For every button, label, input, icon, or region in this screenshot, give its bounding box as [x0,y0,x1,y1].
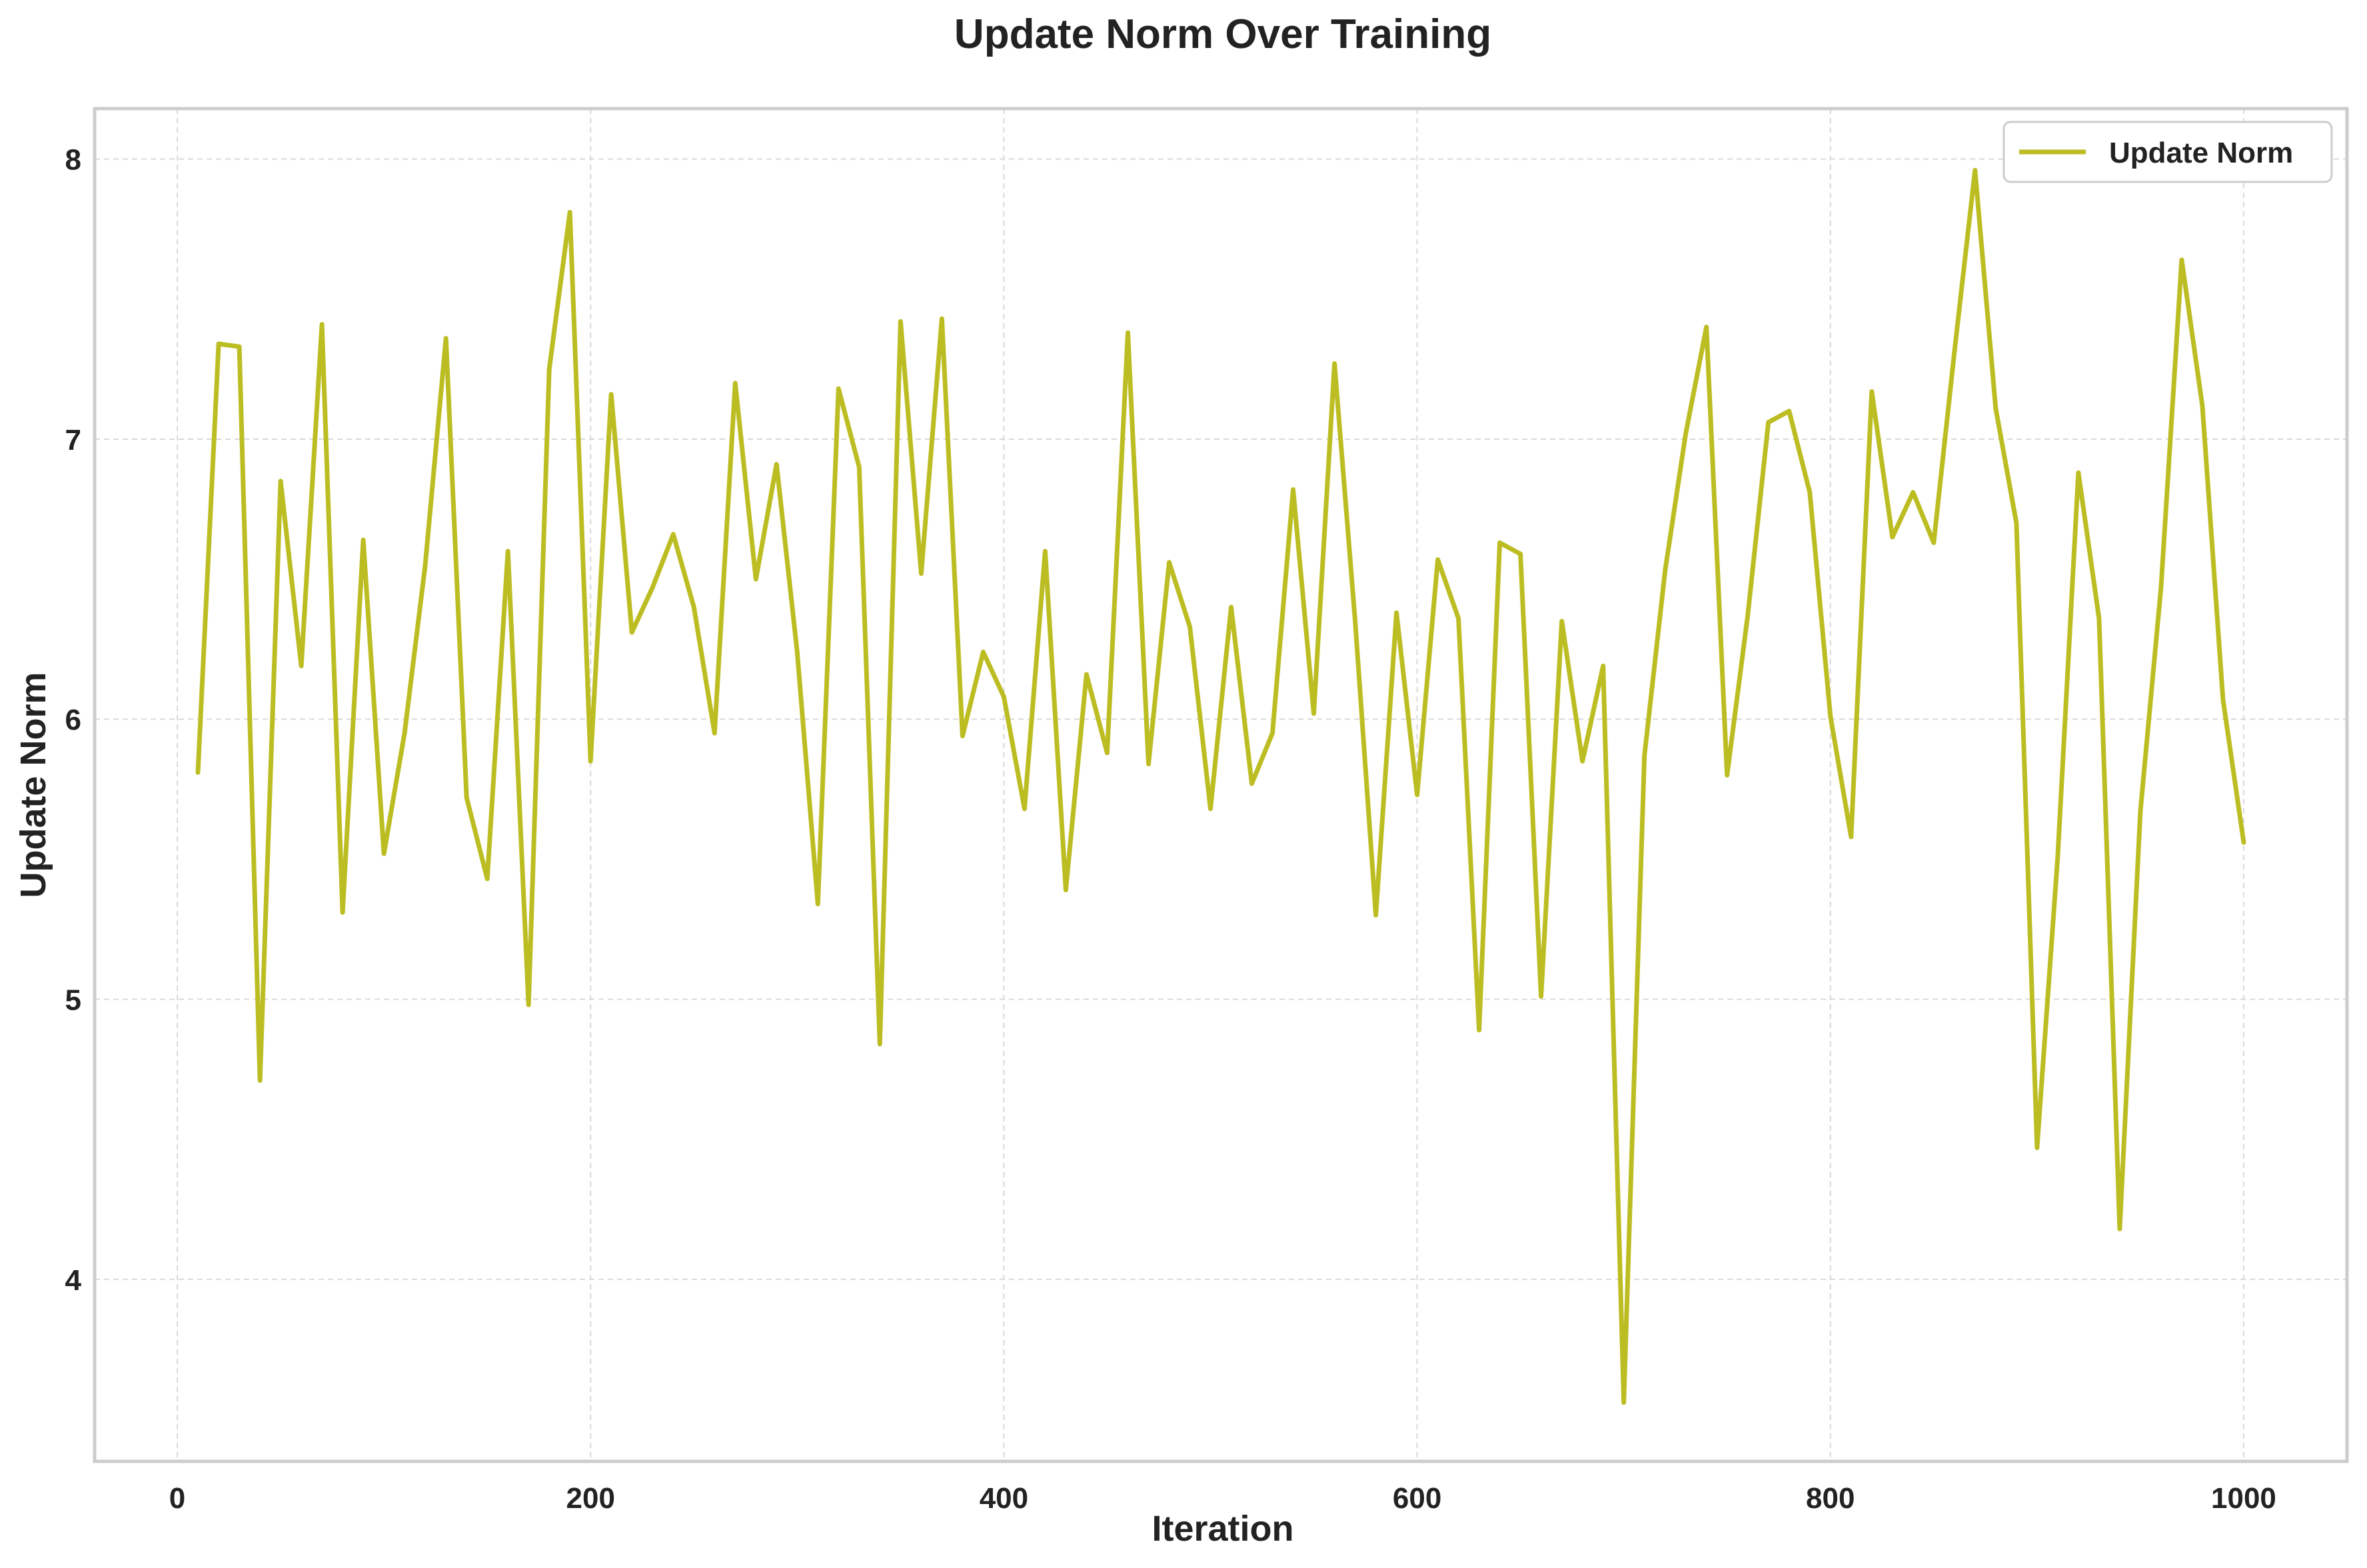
y-axis-label: Update Norm [13,672,53,898]
legend-label-update-norm: Update Norm [2109,137,2293,169]
legend: Update Norm [2002,121,2333,183]
series-line-0 [195,168,2246,1405]
grid [95,109,2347,1461]
legend-box [2002,121,2333,183]
series-layer [195,168,2246,1405]
chart-title: Update Norm Over Training [954,11,1491,57]
plot-frame [93,107,2349,1463]
x-tick-label: 1000 [2211,1482,2276,1515]
x-tick-label: 600 [1393,1482,1441,1515]
x-tick-label: 400 [980,1482,1028,1515]
y-tick-label: 6 [65,704,81,736]
x-tick-label: 0 [169,1482,185,1515]
x-axis-ticks: 0 200 400 600 800 1000 [169,1482,2276,1515]
y-tick-label: 7 [65,424,81,456]
y-tick-label: 5 [65,984,81,1017]
x-axis-label: Iteration [1152,1509,1293,1549]
y-axis-ticks: 4 5 6 7 8 [65,144,82,1297]
x-tick-label: 800 [1806,1482,1855,1515]
x-tick-label: 200 [566,1482,615,1515]
y-tick-label: 4 [65,1264,82,1297]
y-tick-label: 8 [65,144,81,177]
